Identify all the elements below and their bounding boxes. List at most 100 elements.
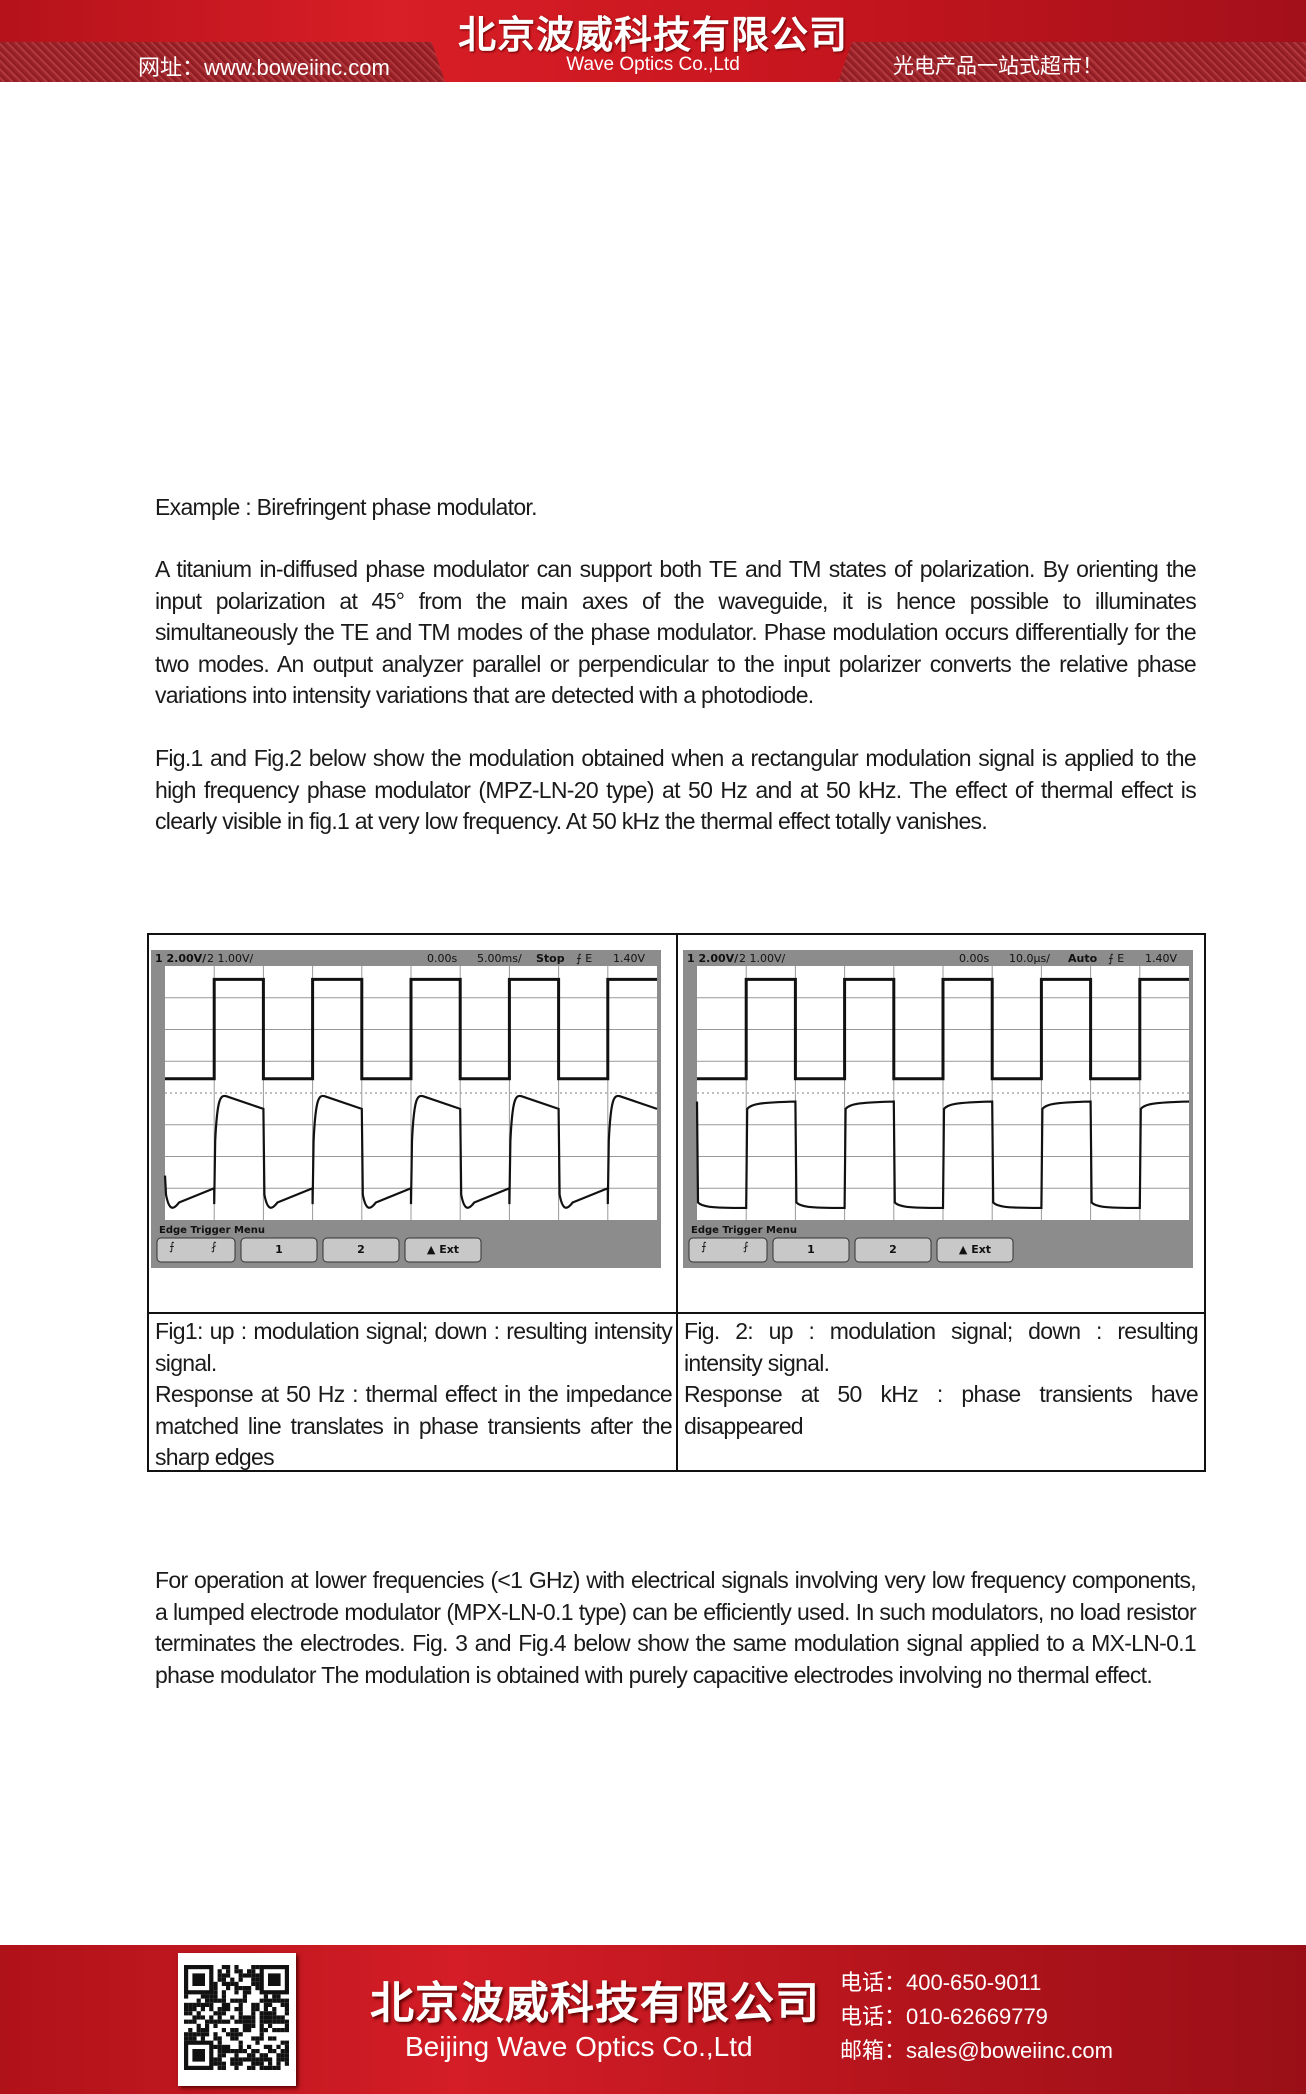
qr-module bbox=[230, 2028, 235, 2033]
qr-module bbox=[226, 1981, 231, 1986]
qr-module bbox=[259, 2065, 264, 2070]
caption-line: Response at 50 Hz : thermal effect in th… bbox=[155, 1381, 673, 1470]
time-offset: 0.00s bbox=[427, 952, 457, 965]
qr-module bbox=[234, 1986, 239, 1991]
button-label: 2 bbox=[357, 1243, 365, 1256]
qr-module bbox=[238, 1973, 243, 1978]
qr-module bbox=[234, 1969, 239, 1974]
qr-module bbox=[247, 1990, 252, 1995]
qr-module bbox=[263, 1998, 268, 2003]
qr-module bbox=[251, 2019, 256, 2024]
trigger-source: ⨍ E bbox=[576, 952, 592, 965]
rising-edge-icon: ⨍ bbox=[169, 1240, 175, 1253]
ch1-scale: 1 2.00V/ bbox=[155, 952, 207, 965]
qr-module bbox=[272, 2007, 277, 2012]
qr-module bbox=[196, 2023, 201, 2028]
qr-module bbox=[251, 1969, 256, 1974]
website-link[interactable]: 网址：www.boweiinc.com bbox=[138, 55, 390, 80]
qr-module bbox=[255, 2057, 260, 2062]
qr-module bbox=[217, 2057, 222, 2062]
qr-code-icon bbox=[178, 1953, 296, 2086]
qr-module bbox=[217, 2049, 222, 2054]
email-link[interactable]: 邮箱：sales@boweiinc.com bbox=[840, 2038, 1113, 2063]
qr-module bbox=[251, 2036, 256, 2041]
qr-module bbox=[217, 2065, 222, 2070]
qr-module bbox=[263, 2011, 268, 2016]
figure-table: 1 2.00V/2 1.00V/0.00s 5.00ms/Stop ⨍ E 1.40V… bbox=[147, 933, 1206, 1472]
company-name-en: Wave Optics Co.,Ltd bbox=[566, 54, 740, 75]
qr-module bbox=[217, 2040, 222, 2045]
trigger-source-button bbox=[854, 1237, 932, 1263]
qr-module bbox=[213, 1994, 218, 1999]
qr-module bbox=[226, 2007, 231, 2012]
qr-module bbox=[280, 2015, 285, 2020]
button-label: 1 bbox=[275, 1243, 283, 1256]
qr-module bbox=[230, 2032, 235, 2037]
qr-module bbox=[263, 2028, 268, 2033]
qr-module bbox=[284, 2040, 289, 2045]
qr-module bbox=[263, 2057, 268, 2062]
qr-module bbox=[280, 2049, 285, 2054]
qr-module bbox=[226, 1969, 231, 1974]
qr-module bbox=[268, 2044, 273, 2049]
qr-module bbox=[221, 1981, 226, 1986]
qr-module bbox=[251, 2049, 256, 2054]
qr-module bbox=[192, 2019, 197, 2024]
qr-module bbox=[284, 2057, 289, 2062]
qr-module bbox=[242, 2023, 247, 2028]
falling-edge-icon: ⨏ bbox=[211, 1240, 217, 1253]
qr-module bbox=[226, 2002, 231, 2007]
qr-module bbox=[284, 2019, 289, 2024]
trigger-source: ⨍ E bbox=[1108, 952, 1124, 965]
qr-module bbox=[213, 2032, 218, 2037]
qr-module bbox=[217, 1977, 222, 1982]
qr-module bbox=[247, 1973, 252, 1978]
qr-module bbox=[284, 2007, 289, 2012]
oscilloscope-fig1: 1 2.00V/2 1.00V/0.00s 5.00ms/Stop ⨍ E 1.40V… bbox=[151, 950, 661, 1268]
qr-module bbox=[205, 1994, 210, 1999]
caption-line: Fig. 2: up : modulation signal; down : r… bbox=[684, 1318, 1199, 1376]
qr-module bbox=[263, 2002, 268, 2007]
qr-finder bbox=[184, 2040, 214, 2070]
qr-module bbox=[255, 2007, 260, 2012]
qr-module bbox=[221, 1965, 226, 1970]
qr-module bbox=[280, 2002, 285, 2007]
qr-module bbox=[251, 2023, 256, 2028]
qr-module bbox=[213, 2044, 218, 2049]
qr-module bbox=[242, 1986, 247, 1991]
qr-module bbox=[259, 2032, 264, 2037]
qr-module bbox=[209, 1994, 214, 1999]
trigger-source-button bbox=[772, 1237, 850, 1263]
qr-module bbox=[238, 2057, 243, 2062]
qr-module bbox=[234, 1981, 239, 1986]
timebase: 10.0µs/ bbox=[1009, 952, 1050, 965]
trigger-source-button bbox=[240, 1237, 318, 1263]
qr-module bbox=[255, 2002, 260, 2007]
qr-module bbox=[226, 1986, 231, 1991]
qr-module bbox=[238, 2049, 243, 2054]
qr-module bbox=[255, 1986, 260, 1991]
qr-module bbox=[196, 2032, 201, 2037]
qr-module bbox=[284, 2002, 289, 2007]
qr-module bbox=[209, 2019, 214, 2024]
run-state: Stop bbox=[536, 952, 565, 965]
figure2-caption: Fig. 2: up : modulation signal; down : r… bbox=[684, 1316, 1199, 1442]
phone-1: 电话：400-650-9011 bbox=[840, 1970, 1042, 1995]
qr-module bbox=[284, 2011, 289, 2016]
qr-module bbox=[284, 2053, 289, 2058]
qr-module bbox=[184, 2019, 189, 2024]
qr-module bbox=[226, 2032, 231, 2037]
qr-module bbox=[280, 2028, 285, 2033]
menu-title: Edge Trigger Menu bbox=[159, 1225, 265, 1236]
qr-module bbox=[259, 2015, 264, 2020]
qr-module bbox=[213, 1981, 218, 1986]
qr-module bbox=[276, 1998, 281, 2003]
qr-module bbox=[217, 2011, 222, 2016]
qr-module bbox=[217, 2053, 222, 2058]
qr-module bbox=[234, 2032, 239, 2037]
qr-module bbox=[251, 2002, 256, 2007]
qr-module bbox=[263, 2007, 268, 2012]
qr-module bbox=[251, 2053, 256, 2058]
qr-module bbox=[184, 2011, 189, 2016]
qr-module bbox=[251, 2015, 256, 2020]
